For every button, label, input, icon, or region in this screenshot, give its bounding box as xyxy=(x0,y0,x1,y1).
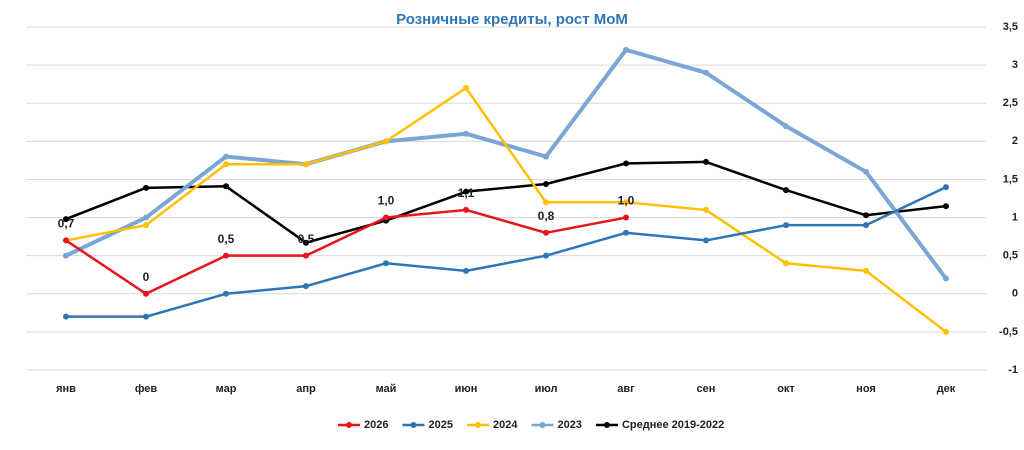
point xyxy=(63,216,69,223)
point xyxy=(783,260,789,267)
point xyxy=(223,252,229,259)
point xyxy=(303,252,309,259)
point xyxy=(863,212,869,219)
series-line xyxy=(65,208,627,296)
legend-marker xyxy=(346,422,352,428)
data-label: 0,5 xyxy=(218,232,235,246)
legend-label: 2024 xyxy=(493,419,518,431)
point xyxy=(623,214,629,221)
x-tick-label: сен xyxy=(697,383,716,395)
point xyxy=(223,290,229,297)
point xyxy=(943,328,949,335)
point xyxy=(543,229,549,236)
point xyxy=(703,237,709,244)
point xyxy=(303,239,309,246)
point xyxy=(623,229,629,236)
y-tick-label: 2 xyxy=(1012,135,1018,147)
point xyxy=(143,184,149,191)
point xyxy=(623,199,629,206)
data-label: 1,0 xyxy=(618,194,635,208)
legend-marker xyxy=(410,422,417,428)
point xyxy=(623,46,629,53)
point xyxy=(463,206,469,213)
legend-marker xyxy=(474,422,481,428)
y-tick-label: 1 xyxy=(1012,211,1018,223)
data-label: 1,0 xyxy=(378,194,395,208)
point xyxy=(63,237,69,244)
data-label: 0 xyxy=(143,270,150,284)
y-tick-label: 0 xyxy=(1012,288,1018,300)
point xyxy=(543,181,549,188)
x-tick-label: дек xyxy=(937,383,956,395)
x-tick-label: июн xyxy=(455,383,478,395)
legend-label: 2025 xyxy=(428,419,452,431)
point xyxy=(223,153,229,160)
point xyxy=(783,187,789,194)
data-label: 0,5 xyxy=(298,232,315,246)
x-tick-label: май xyxy=(376,383,397,395)
data-label: 1,1 xyxy=(458,186,475,200)
point xyxy=(863,267,869,274)
point xyxy=(63,252,69,259)
data-label: 0,8 xyxy=(538,209,555,223)
point xyxy=(463,130,469,137)
point xyxy=(783,222,789,229)
point xyxy=(143,222,149,229)
x-tick-label: июл xyxy=(535,383,558,395)
point xyxy=(863,222,869,229)
point xyxy=(463,267,469,274)
point xyxy=(223,161,229,168)
data-label: 0,7 xyxy=(58,217,75,231)
point xyxy=(303,283,309,290)
y-tick-label: -0,5 xyxy=(999,326,1018,338)
x-tick-label: авг xyxy=(617,383,635,395)
point xyxy=(383,138,389,145)
series-line xyxy=(65,47,948,280)
x-tick-label: апр xyxy=(296,383,316,395)
series-line xyxy=(66,185,947,318)
point xyxy=(143,214,149,221)
point xyxy=(543,252,549,259)
point xyxy=(383,260,389,267)
series-line xyxy=(65,160,947,244)
point xyxy=(943,184,949,191)
point xyxy=(703,69,709,76)
point xyxy=(143,290,149,297)
x-tick-label: ноя xyxy=(856,383,876,395)
y-tick-label: 3 xyxy=(1012,59,1018,71)
point xyxy=(543,199,549,206)
y-tick-label: -1 xyxy=(1008,364,1018,376)
y-tick-label: 3,5 xyxy=(1003,21,1018,33)
point xyxy=(543,153,549,160)
x-tick-label: янв xyxy=(56,383,76,395)
legend-label: 2026 xyxy=(364,419,388,431)
x-tick-label: окт xyxy=(777,383,795,395)
x-tick-label: мар xyxy=(216,383,237,395)
chart-title: Розничные кредиты, рост MoM xyxy=(396,11,628,28)
legend-label: Среднее 2019-2022 xyxy=(622,419,724,431)
x-tick-label: фев xyxy=(135,383,158,395)
point xyxy=(463,84,469,91)
point xyxy=(623,160,629,167)
point xyxy=(943,275,949,282)
point xyxy=(63,313,69,320)
point xyxy=(863,168,869,175)
point xyxy=(703,206,709,213)
point xyxy=(943,203,949,210)
point xyxy=(463,188,469,195)
point xyxy=(223,183,229,190)
y-tick-label: 2,5 xyxy=(1003,97,1018,109)
point xyxy=(383,214,389,221)
point xyxy=(143,313,149,320)
legend-marker xyxy=(603,422,610,428)
legend-label: 2023 xyxy=(557,419,581,431)
point xyxy=(703,158,709,165)
y-tick-label: 1,5 xyxy=(1003,173,1018,185)
point xyxy=(783,123,789,130)
y-tick-label: 0,5 xyxy=(1003,250,1018,262)
legend-marker xyxy=(539,422,546,428)
series-line xyxy=(65,86,947,333)
point xyxy=(303,161,309,168)
